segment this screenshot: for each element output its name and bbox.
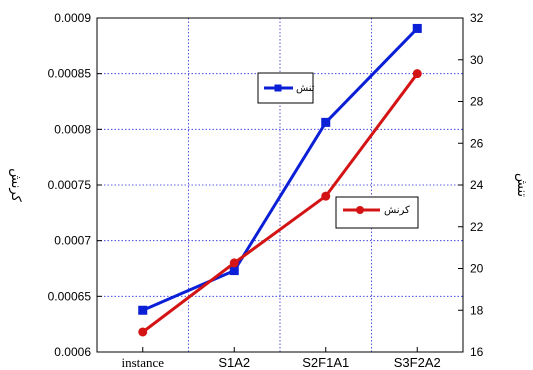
y-left-tick-label: 0.0007: [54, 234, 91, 248]
series-1-point: [138, 327, 148, 337]
y-left-tick-label: 0.00085: [48, 67, 92, 81]
y-right-tick-label: 22: [470, 220, 484, 234]
legend-stress-marker: [274, 84, 282, 92]
y-right-tick-label: 30: [470, 53, 484, 67]
legend-strain-box: [335, 196, 419, 229]
legend-strain: کرنش: [335, 196, 419, 229]
y-left-tick-label: 0.0006: [54, 345, 91, 359]
series-0-point: [138, 305, 148, 315]
y-left-axis-title: کرنش: [8, 168, 23, 202]
series-layer: [138, 23, 422, 337]
y-right-tick-label: 28: [470, 95, 484, 109]
series-1-point: [229, 258, 239, 268]
y-left-tick-label: 0.00075: [48, 178, 92, 192]
series-0-point: [229, 266, 239, 276]
series-0-point: [412, 23, 422, 33]
x-tick-label: S2F1A1: [302, 355, 349, 370]
y-right-tick-label: 26: [470, 136, 484, 150]
y-left-tick-label: 0.0008: [54, 122, 91, 136]
grid: [97, 18, 463, 352]
x-tick-label: instance: [121, 355, 164, 370]
series-line-0: [142, 27, 419, 312]
right-axis-ticks: 16 18 20 22 24 26 28 30 32: [458, 11, 484, 359]
series-0-point: [321, 117, 331, 127]
legend-strain-label: کرنش: [384, 205, 410, 216]
y-left-tick-label: 0.0009: [54, 11, 91, 25]
legend-strain-marker: [356, 206, 364, 214]
legend-stress: تنش: [257, 72, 315, 104]
y-right-tick-label: 16: [470, 345, 484, 359]
y-right-axis-title: تنش: [514, 173, 529, 197]
series-line-1: [141, 72, 419, 334]
series-1-point: [321, 191, 331, 201]
y-right-tick-label: 32: [470, 11, 484, 25]
left-axis-ticks: 0.0006 0.00065 0.0007 0.00075 0.0008 0.00085 0…: [48, 11, 102, 359]
x-axis-ticks: instance S1A2 S2F1A1 S3F2A2: [121, 347, 441, 370]
y-right-tick-label: 18: [470, 303, 484, 317]
x-tick-label: S3F2A2: [394, 355, 441, 370]
series-1-point: [412, 69, 422, 79]
y-right-tick-label: 20: [470, 262, 484, 276]
x-tick-label: S1A2: [218, 355, 250, 370]
y-left-tick-label: 0.00065: [48, 289, 92, 303]
legend-stress-label: تنش: [296, 83, 315, 94]
y-right-tick-label: 24: [470, 178, 484, 192]
